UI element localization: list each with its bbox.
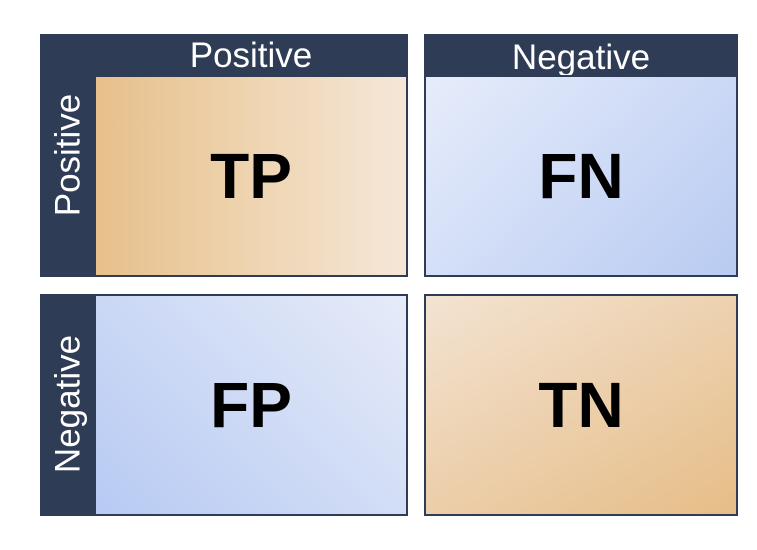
cell-true-positive-label: TP bbox=[210, 140, 292, 212]
column-header-positive: Positive bbox=[189, 36, 313, 75]
cell-true-negative: TN bbox=[424, 294, 738, 516]
cell-true-negative-label: TN bbox=[538, 369, 624, 441]
column-header-positive-bar bbox=[94, 34, 408, 77]
cell-false-negative-label: FN bbox=[538, 140, 624, 212]
row-header-positive: Positive bbox=[48, 93, 88, 217]
row-header-positive-strip bbox=[40, 34, 96, 277]
row-header-negative: Negative bbox=[48, 334, 88, 474]
column-header-negative: Negative bbox=[511, 38, 651, 77]
cell-true-positive: TP bbox=[94, 75, 408, 277]
cell-false-negative: FN bbox=[424, 75, 738, 277]
cell-false-positive-label: FP bbox=[210, 369, 292, 441]
row-header-negative-strip bbox=[40, 294, 96, 516]
cell-false-positive: FP bbox=[94, 294, 408, 516]
column-header-negative-bar bbox=[424, 34, 738, 77]
